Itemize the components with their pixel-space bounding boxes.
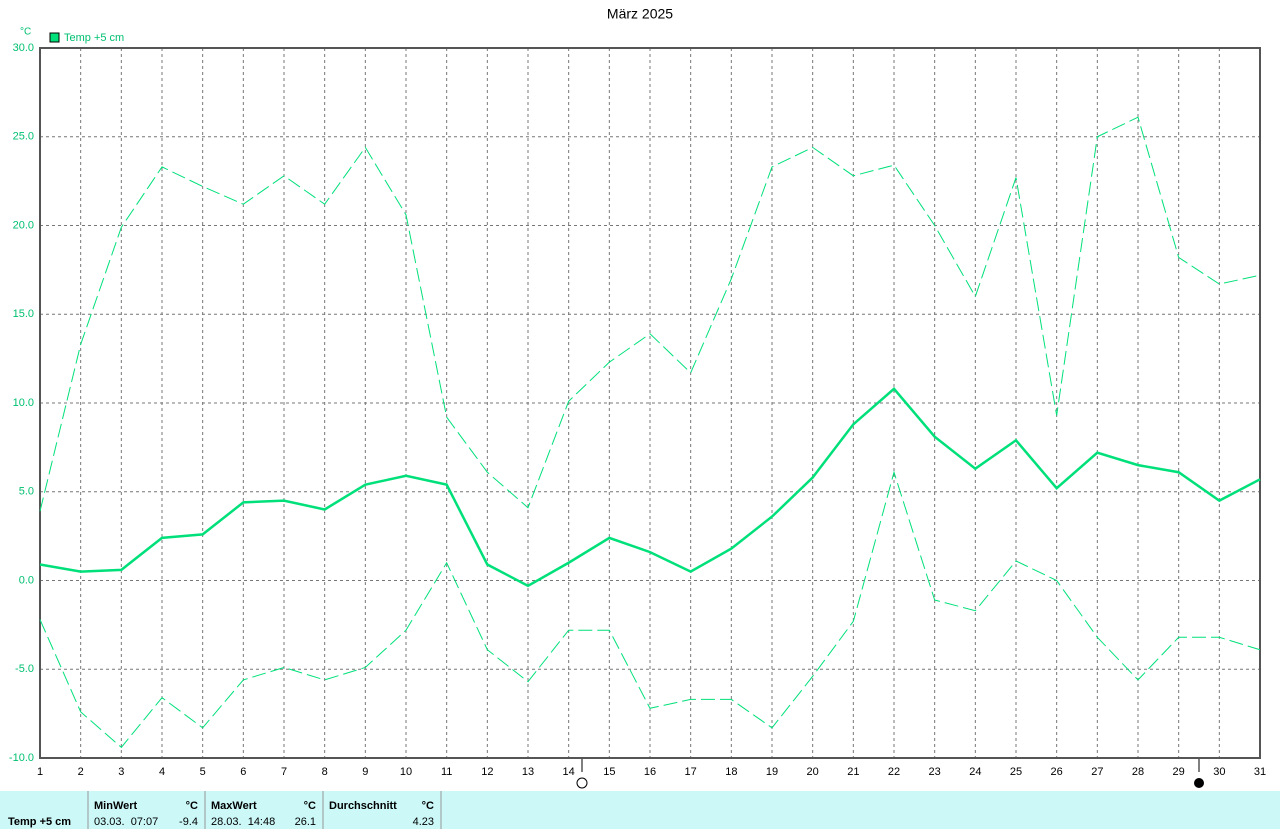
x-tick-label: 10 bbox=[400, 766, 412, 778]
y-tick-label: 25.0 bbox=[13, 131, 34, 143]
x-tick-label: 3 bbox=[118, 766, 124, 778]
col-value: 4.23 bbox=[413, 816, 434, 828]
x-tick-label: 26 bbox=[1051, 766, 1063, 778]
y-tick-label: 30.0 bbox=[13, 42, 34, 54]
x-tick-label: 22 bbox=[888, 766, 900, 778]
x-tick-label: 24 bbox=[969, 766, 981, 778]
y-tick-label: 5.0 bbox=[19, 486, 34, 498]
x-tick-label: 21 bbox=[847, 766, 859, 778]
col-unit: °C bbox=[186, 800, 198, 812]
col-header: Durchschnitt bbox=[329, 800, 397, 812]
y-tick-label: 0.0 bbox=[19, 574, 34, 586]
x-tick-label: 4 bbox=[159, 766, 165, 778]
col-header: MaxWert bbox=[211, 800, 257, 812]
x-tick-label: 31 bbox=[1254, 766, 1266, 778]
x-tick-label: 12 bbox=[481, 766, 493, 778]
x-tick-label: 6 bbox=[240, 766, 246, 778]
mean-line bbox=[39, 387, 1261, 588]
x-tick-label: 23 bbox=[929, 766, 941, 778]
x-tick-label: 25 bbox=[1010, 766, 1022, 778]
x-tick-label: 18 bbox=[725, 766, 737, 778]
x-tick-label: 29 bbox=[1173, 766, 1185, 778]
x-tick-label: 8 bbox=[322, 766, 328, 778]
col-value: -9.4 bbox=[179, 816, 198, 828]
y-tick-label: -10.0 bbox=[9, 752, 34, 764]
x-tick-label: 14 bbox=[563, 766, 575, 778]
table-label: Temp +5 cm bbox=[8, 816, 71, 828]
x-tick-label: 30 bbox=[1213, 766, 1225, 778]
y-tick-label: 15.0 bbox=[13, 308, 34, 320]
x-tick-label: 20 bbox=[807, 766, 819, 778]
y-tick-label: -5.0 bbox=[15, 663, 34, 675]
x-tick-label: 15 bbox=[603, 766, 615, 778]
x-tick-label: 17 bbox=[685, 766, 697, 778]
col-date: 03.03. 07:07 bbox=[94, 816, 158, 828]
plot-border bbox=[39, 47, 1261, 759]
x-tick-label: 7 bbox=[281, 766, 287, 778]
x-tick-label: 16 bbox=[644, 766, 656, 778]
legend-label: Temp +5 cm bbox=[64, 32, 124, 44]
x-tick-label: 9 bbox=[362, 766, 368, 778]
y-tick-label: 10.0 bbox=[13, 397, 34, 409]
x-tick-label: 11 bbox=[441, 766, 452, 778]
x-tick-label: 2 bbox=[78, 766, 84, 778]
col-unit: °C bbox=[304, 800, 316, 812]
table-bg bbox=[0, 791, 1280, 829]
legend-swatch bbox=[49, 32, 60, 43]
x-tick-label: 1 bbox=[37, 766, 43, 778]
col-value: 26.1 bbox=[295, 816, 316, 828]
y-tick-label: 20.0 bbox=[13, 219, 34, 231]
col-unit: °C bbox=[422, 800, 434, 812]
col-header: MinWert bbox=[94, 800, 138, 812]
col-date: 28.03. 14:48 bbox=[211, 816, 275, 828]
x-tick-label: 13 bbox=[522, 766, 534, 778]
x-tick-label: 27 bbox=[1091, 766, 1103, 778]
x-tick-label: 28 bbox=[1132, 766, 1144, 778]
new-moon bbox=[1194, 778, 1204, 788]
full-moon bbox=[576, 777, 588, 789]
x-tick-label: 5 bbox=[200, 766, 206, 778]
y-unit: °C bbox=[20, 27, 31, 38]
range-line bbox=[39, 470, 1261, 749]
range-line bbox=[39, 116, 1261, 512]
chart-title: März 2025 bbox=[607, 6, 673, 22]
x-tick-label: 19 bbox=[766, 766, 778, 778]
